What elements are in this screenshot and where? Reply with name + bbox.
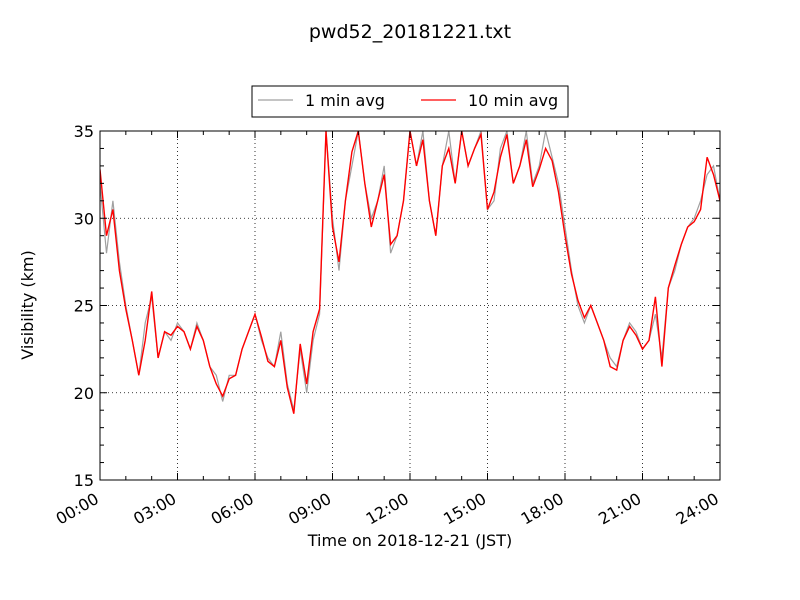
legend: 1 min avg 10 min avg [251,85,569,118]
y-tick-label: 15 [74,471,94,490]
x-tick-label: 18:00 [518,489,567,529]
series-line-10min-avg [100,131,720,414]
x-tick-label: 12:00 [363,489,412,529]
plot-area: 00:00 03:00 06:00 09:00 12:00 15:00 18:00 21:00… [53,122,722,529]
x-tick-label: 24:00 [673,489,722,529]
x-axis-label: Time on 2018-12-21 (JST) [307,531,512,550]
y-tick-label: 30 [74,209,94,228]
x-tick-label: 06:00 [208,489,257,529]
y-tick-label: 35 [74,122,94,141]
x-tick-label: 03:00 [130,489,179,529]
y-tick-label: 25 [74,297,94,316]
legend-label-10min: 10 min avg [468,91,558,110]
legend-label-1min: 1 min avg [305,91,385,110]
gridlines [100,131,720,480]
y-tick-label: 20 [74,384,94,403]
x-tick-label: 00:00 [53,489,102,529]
x-tick-label: 21:00 [595,489,644,529]
y-axis-label: Visibility (km) [18,250,37,359]
x-tick-label: 15:00 [440,489,489,529]
series-layer [100,131,720,414]
chart-title: pwd52_20181221.txt [309,21,511,43]
x-tick-label: 09:00 [285,489,334,529]
legend-box [251,85,569,118]
